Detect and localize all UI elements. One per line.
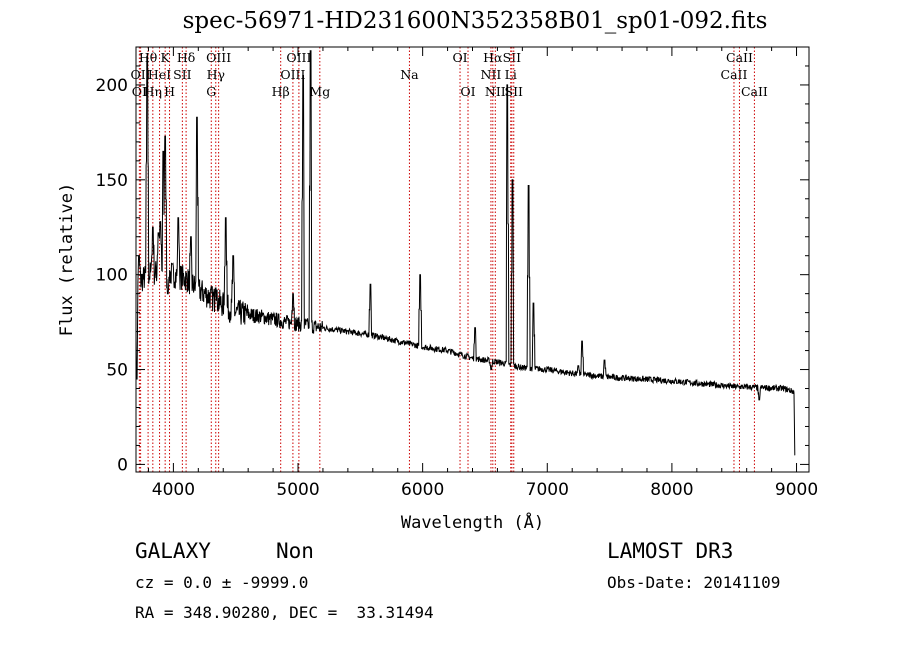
line-label: CaII (721, 67, 748, 82)
plot-frame (135, 46, 810, 473)
line-label: HeI (148, 67, 171, 82)
obs-date: Obs-Date: 20141109 (607, 573, 781, 592)
line-label: Hα (483, 50, 503, 65)
x-tick-label: 5000 (276, 480, 319, 500)
y-tick-label: 0 (117, 455, 128, 475)
line-label: Mg (309, 84, 330, 99)
object-subclass: Non (276, 539, 314, 563)
line-label: Hβ (272, 84, 290, 99)
line-label: K (160, 50, 170, 65)
line-label: SII (173, 67, 192, 82)
line-label: Na (400, 67, 419, 82)
line-label: G (206, 84, 216, 99)
line-label: OIII (280, 67, 305, 82)
line-label: OI (452, 50, 467, 65)
object-class: GALAXY (135, 539, 211, 563)
line-label: OIII (286, 50, 311, 65)
x-tick-label: 7000 (526, 480, 569, 500)
line-label: CaII (741, 84, 768, 99)
x-tick-label: 8000 (650, 480, 693, 500)
line-label: Hδ (177, 50, 195, 65)
y-tick-label: 100 (96, 266, 128, 286)
line-label: H (164, 84, 175, 99)
line-label: NII (485, 84, 506, 99)
y-tick-label: 200 (96, 76, 128, 96)
x-tick-label: 4000 (152, 480, 195, 500)
chart-title: spec-56971-HD231600N352358B01_sp01-092.f… (182, 8, 768, 34)
line-label: SII (503, 50, 522, 65)
line-label: CaII (726, 50, 753, 65)
coordinates-text: RA = 348.90280, DEC = 33.31494 (135, 603, 434, 622)
line-label: Li (505, 67, 517, 82)
y-axis-label: Flux (relative) (57, 183, 77, 337)
line-label: OIII (206, 50, 231, 65)
x-tick-label: 9000 (775, 480, 818, 500)
x-axis-label: Wavelength (Å) (401, 511, 544, 533)
line-label: Hγ (207, 67, 225, 82)
line-label: SII (505, 84, 524, 99)
x-tick-label: 6000 (401, 480, 444, 500)
y-tick-label: 150 (96, 171, 128, 191)
y-tick-label: 50 (106, 361, 128, 381)
line-label: OI (460, 84, 475, 99)
spectrum-line (135, 50, 796, 456)
redshift-text: cz = 0.0 ± -9999.0 (135, 573, 309, 592)
survey-label: LAMOST DR3 (607, 539, 734, 563)
line-label: NII (481, 67, 502, 82)
